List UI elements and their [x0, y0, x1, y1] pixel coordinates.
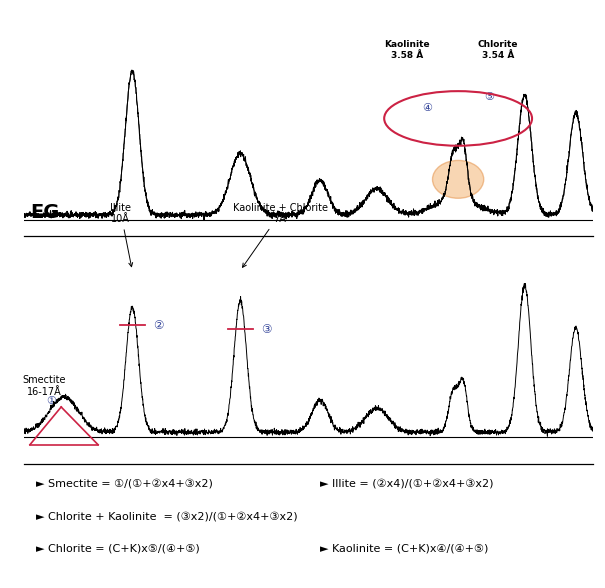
- Ellipse shape: [433, 161, 484, 198]
- Text: ► Kaolinite = (C+K)x④/(④+⑤): ► Kaolinite = (C+K)x④/(④+⑤): [320, 544, 488, 554]
- Text: Illite
10Å: Illite 10Å: [110, 203, 132, 267]
- Text: Kaolinite
3.58 Å: Kaolinite 3.58 Å: [384, 40, 430, 59]
- Text: ► Smectite = ①/(①+②x4+③x2): ► Smectite = ①/(①+②x4+③x2): [36, 479, 212, 489]
- Text: ► Chlorite + Kaolinite  = (③x2)/(①+②x4+③x2): ► Chlorite + Kaolinite = (③x2)/(①+②x4+③x…: [36, 511, 297, 521]
- Text: ②: ②: [153, 319, 164, 332]
- Text: ④: ④: [422, 103, 432, 113]
- Text: Chlorite
3.54 Å: Chlorite 3.54 Å: [478, 40, 518, 59]
- Text: Smectite
16-17Å: Smectite 16-17Å: [22, 376, 66, 397]
- Text: ③: ③: [261, 323, 272, 336]
- Text: ► Illite = (②x4)/(①+②x4+③x2): ► Illite = (②x4)/(①+②x4+③x2): [320, 479, 494, 489]
- Text: EG: EG: [30, 203, 59, 222]
- Text: Kaolinite + Chlorite
7Å: Kaolinite + Chlorite 7Å: [232, 203, 328, 268]
- Text: ⑤: ⑤: [485, 92, 494, 102]
- Text: ①: ①: [47, 396, 56, 406]
- Text: ► Chlorite = (C+K)x⑤/(④+⑤): ► Chlorite = (C+K)x⑤/(④+⑤): [36, 544, 199, 554]
